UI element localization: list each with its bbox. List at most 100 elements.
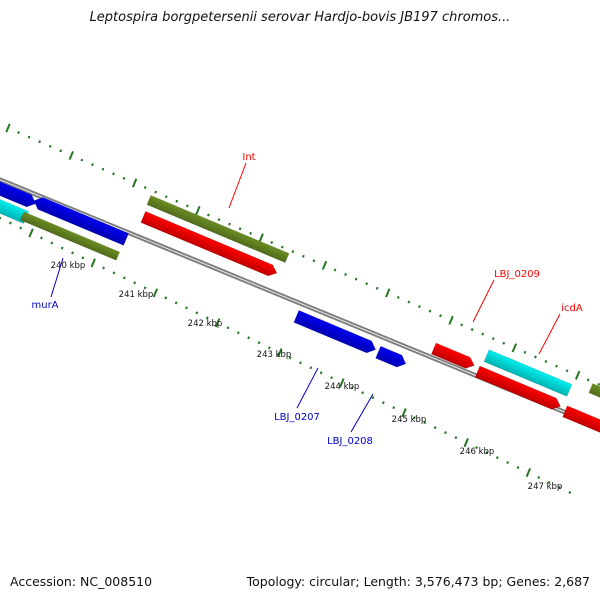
minor-tick: [330, 376, 333, 380]
scale-label: 240 kbp: [51, 261, 86, 271]
gene-leader-line: [228, 162, 247, 209]
major-tick: [258, 233, 264, 243]
minor-tick: [418, 305, 421, 309]
map-title: Leptospira borgpetersenii serovar Hardjo…: [89, 10, 511, 25]
minor-tick: [485, 451, 489, 455]
minor-tick: [597, 382, 600, 386]
minor-tick: [288, 356, 292, 360]
minor-tick: [433, 426, 437, 430]
minor-tick: [381, 401, 385, 405]
scale-label: 244 kbp: [325, 382, 360, 392]
gene-leader-line: [50, 257, 64, 298]
minor-tick: [80, 158, 84, 162]
minor-tick: [154, 190, 158, 194]
minor-tick: [91, 163, 94, 167]
minor-tick: [185, 204, 189, 208]
minor-tick: [195, 311, 199, 315]
minor-tick: [444, 431, 447, 435]
feature-blue-lbj0207: [293, 310, 376, 354]
major-tick: [525, 468, 532, 478]
minor-tick: [217, 218, 221, 222]
minor-tick: [291, 250, 295, 254]
minor-tick: [122, 176, 126, 180]
chromosome-backbone: [0, 177, 600, 430]
minor-tick: [257, 341, 261, 345]
minor-tick: [236, 331, 240, 335]
feature-olive-right-edge: [588, 383, 600, 401]
inner-tick-track: [0, 216, 572, 495]
minor-tick: [102, 266, 105, 270]
minor-tick: [112, 172, 115, 176]
major-tick: [463, 438, 469, 448]
minor-tick: [164, 296, 168, 300]
minor-tick: [333, 268, 337, 272]
major-tick: [152, 288, 159, 298]
feature-olive-left: [19, 211, 121, 261]
major-tick: [28, 228, 34, 238]
minor-tick: [175, 199, 179, 203]
scale-label: 247 kbp: [528, 482, 563, 492]
minor-tick: [544, 360, 548, 364]
gene-leader-line: [538, 313, 561, 355]
feature-olive-int: [146, 195, 290, 263]
feature-red-icdA: [474, 365, 561, 410]
minor-tick: [164, 195, 168, 199]
major-tick: [68, 150, 74, 161]
minor-tick: [249, 231, 253, 235]
minor-tick: [301, 254, 305, 258]
gene-leader-line: [296, 367, 319, 409]
minor-tick: [133, 281, 137, 285]
minor-tick: [38, 140, 42, 144]
minor-tick: [226, 326, 230, 330]
minor-tick: [428, 309, 432, 313]
minor-tick: [207, 213, 210, 217]
major-tick: [131, 178, 138, 188]
minor-tick: [392, 406, 396, 410]
minor-tick: [491, 337, 495, 341]
minor-tick: [267, 346, 271, 350]
minor-tick: [205, 316, 209, 320]
major-tick: [448, 315, 454, 325]
minor-tick: [238, 227, 242, 231]
gene-leader-line: [472, 279, 495, 323]
minor-tick: [143, 186, 147, 190]
minor-tick: [396, 295, 400, 299]
major-tick: [5, 123, 11, 133]
minor-tick: [122, 276, 126, 280]
feature-blue-lbj0208: [375, 345, 407, 368]
minor-tick: [375, 286, 379, 290]
minor-tick: [371, 396, 375, 400]
minor-tick: [558, 486, 561, 490]
minor-tick: [506, 461, 510, 465]
minor-tick: [407, 300, 411, 304]
backbone-line: [0, 180, 600, 430]
minor-tick: [312, 259, 316, 263]
accession-text: Accession: NC_008510: [10, 574, 153, 589]
minor-tick: [454, 436, 458, 440]
minor-tick: [361, 391, 365, 395]
label-layer: 240 kbp 241 kbp 242 kbp 243 kbp 244 kbp 245 k…: [31, 152, 582, 492]
gene-label-icda: icdA: [561, 303, 583, 314]
minor-tick: [17, 131, 20, 135]
minor-tick: [586, 378, 590, 382]
minor-tick: [8, 221, 12, 225]
minor-tick: [547, 481, 551, 485]
minor-tick: [423, 421, 427, 425]
minor-tick: [112, 271, 116, 275]
feature-blue-left-upper: [0, 174, 36, 208]
scale-label: 241 kbp: [119, 290, 154, 300]
minor-tick: [460, 323, 463, 327]
major-tick: [195, 205, 201, 215]
major-tick: [339, 378, 345, 388]
scale-label: 243 kbp: [257, 350, 292, 360]
minor-tick: [365, 282, 369, 286]
gene-label-int: Int: [242, 152, 255, 163]
minor-tick: [280, 245, 284, 249]
outer-tick-track: [5, 123, 600, 386]
major-tick: [214, 318, 221, 328]
gene-label-lbj-0207: LBJ_0207: [274, 412, 320, 423]
minor-tick: [27, 135, 31, 139]
minor-tick: [59, 149, 63, 153]
major-tick: [90, 258, 96, 268]
